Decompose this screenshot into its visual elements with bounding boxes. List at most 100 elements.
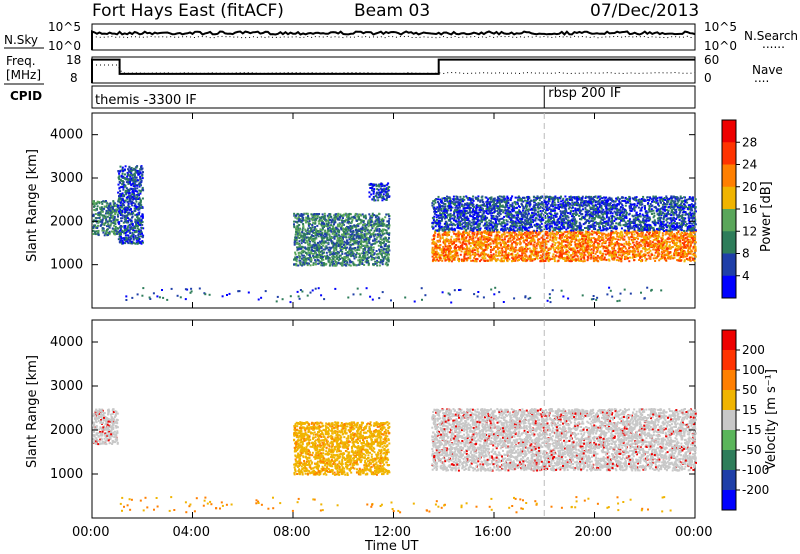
data-cell — [367, 238, 370, 241]
data-cell — [295, 264, 298, 267]
data-cell — [348, 258, 351, 261]
data-cell — [374, 220, 377, 223]
data-cell — [305, 247, 307, 250]
data-cell — [335, 254, 338, 257]
data-cell — [576, 234, 579, 237]
data-cell — [128, 208, 131, 211]
data-cell — [551, 239, 554, 242]
data-cell — [479, 260, 481, 263]
data-cell — [675, 245, 678, 247]
data-cell — [474, 241, 477, 244]
data-cell — [440, 257, 443, 260]
data-cell — [580, 257, 583, 260]
data-cell — [683, 233, 686, 236]
data-cell — [366, 253, 369, 256]
data-cell — [297, 216, 300, 219]
data-cell — [646, 252, 649, 254]
data-cell — [536, 253, 539, 256]
data-cell — [374, 227, 377, 230]
data-cell — [368, 191, 371, 194]
data-cell — [507, 237, 510, 240]
data-cell — [343, 234, 346, 237]
data-cell — [662, 256, 665, 259]
data-cell — [356, 248, 359, 251]
data-cell — [140, 215, 143, 218]
data-cell — [676, 248, 679, 251]
data-cell — [507, 234, 510, 237]
data-cell — [331, 264, 334, 267]
data-cell — [566, 237, 568, 240]
data-cell — [333, 242, 336, 245]
data-cell — [448, 260, 451, 263]
data-cell — [318, 213, 321, 215]
data-cell — [131, 179, 134, 182]
data-cell — [664, 249, 667, 252]
data-cell — [607, 251, 610, 254]
data-cell — [325, 255, 328, 258]
data-cell — [615, 253, 618, 256]
data-cell — [447, 247, 450, 250]
data-cell — [690, 242, 693, 245]
data-cell — [352, 217, 355, 220]
data-cell — [619, 233, 622, 236]
data-cell — [587, 256, 590, 259]
data-cell — [337, 259, 340, 262]
data-cell — [366, 245, 369, 247]
data-cell — [315, 245, 318, 248]
data-cell — [108, 218, 111, 221]
data-cell — [97, 233, 100, 236]
data-cell — [541, 242, 544, 245]
data-cell — [304, 236, 306, 239]
data-cell — [369, 217, 372, 220]
data-cell — [359, 243, 362, 245]
data-cell — [580, 260, 583, 262]
data-cell — [305, 251, 308, 254]
data-cell — [471, 249, 474, 252]
data-cell — [324, 240, 327, 243]
data-cell — [368, 220, 371, 222]
data-cell — [528, 247, 531, 250]
data-cell — [542, 241, 545, 244]
data-cell — [317, 250, 320, 253]
data-cell — [675, 235, 678, 238]
data-cell — [120, 237, 123, 240]
data-cell — [352, 247, 355, 250]
data-cell — [354, 254, 357, 257]
data-cell — [689, 241, 692, 243]
data-cell — [344, 257, 347, 260]
data-cell — [141, 167, 144, 170]
data-cell — [633, 238, 635, 241]
data-cell — [644, 234, 647, 237]
data-cell — [561, 240, 563, 242]
data-cell — [466, 250, 469, 253]
data-cell — [121, 214, 124, 217]
data-cell — [361, 226, 364, 229]
data-cell — [606, 238, 609, 241]
data-cell — [376, 256, 379, 259]
data-cell — [448, 245, 451, 247]
data-cell — [345, 263, 348, 265]
data-cell — [653, 254, 656, 257]
data-cell — [383, 240, 386, 243]
data-cell — [105, 205, 108, 208]
data-cell — [132, 178, 135, 180]
data-cell — [125, 237, 128, 240]
data-cell — [651, 241, 654, 244]
data-cell — [127, 181, 129, 184]
data-cell — [320, 247, 323, 250]
data-cell — [530, 249, 533, 252]
data-cell — [368, 229, 371, 232]
data-cell — [387, 256, 390, 259]
data-cell — [142, 234, 145, 237]
data-cell — [556, 246, 559, 249]
data-cell — [105, 212, 107, 215]
data-cell — [469, 249, 471, 252]
data-cell — [138, 170, 141, 173]
data-cell — [549, 247, 552, 250]
data-cell — [689, 244, 692, 247]
data-cell — [327, 233, 330, 236]
data-cell — [586, 244, 589, 247]
data-cell — [566, 256, 569, 259]
data-cell — [592, 257, 595, 260]
data-cell — [298, 231, 301, 234]
